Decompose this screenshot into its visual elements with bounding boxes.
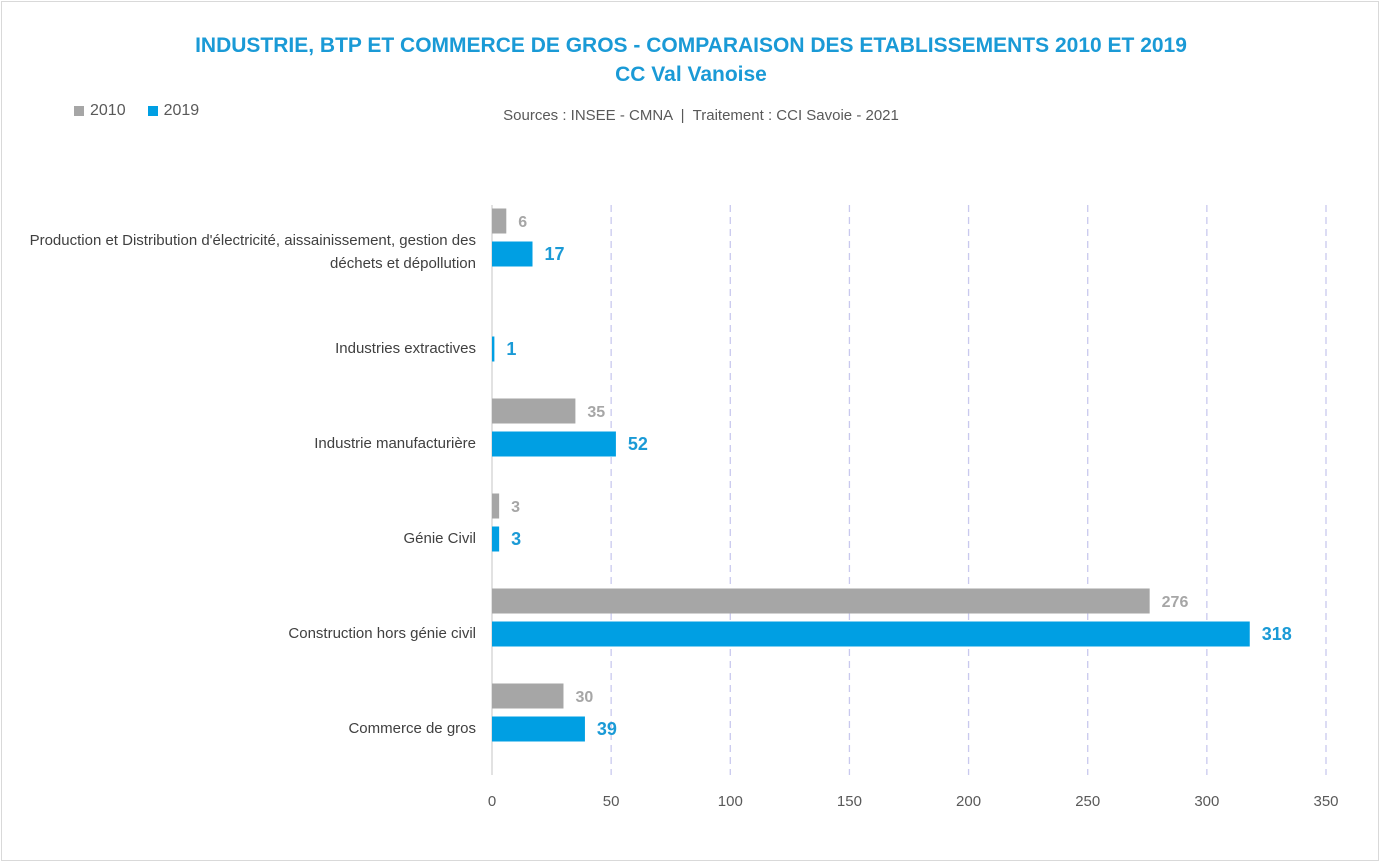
bar-2019 — [492, 716, 585, 742]
bar-2010 — [492, 398, 576, 424]
bar-2010 — [492, 588, 1150, 614]
legend-label-2010: 2010 — [90, 102, 126, 119]
bar-2010 — [492, 683, 564, 709]
data-label-2010: 3 — [511, 499, 520, 516]
legend-item-2010: 2010 — [74, 102, 126, 120]
legend: 2010 2019 — [74, 102, 199, 120]
x-tick-label: 250 — [1075, 793, 1100, 810]
legend-swatch-2019 — [147, 106, 158, 116]
data-label-2010: 30 — [575, 689, 593, 706]
bar-2019 — [492, 431, 616, 457]
x-tick-label: 300 — [1194, 793, 1219, 810]
data-label-2010: 276 — [1162, 594, 1189, 611]
data-label-2019: 17 — [545, 244, 565, 264]
data-label-2019: 318 — [1262, 624, 1292, 644]
legend-swatch-2010 — [74, 106, 84, 116]
data-label-2019: 52 — [628, 434, 648, 454]
category-label: Production et Distribution d'électricité… — [29, 232, 476, 272]
chart-title: INDUSTRIE, BTP ET COMMERCE DE GROS - COM… — [195, 34, 1187, 57]
x-tick-label: 100 — [718, 793, 743, 810]
data-label-2010: 35 — [587, 404, 605, 421]
bar-2010 — [492, 493, 500, 519]
x-tick-label: 50 — [603, 793, 620, 810]
x-tick-label: 200 — [956, 793, 981, 810]
category-label: Industries extractives — [335, 340, 476, 357]
chart-subtitle: CC Val Vanoise — [615, 63, 767, 86]
legend-item-2019: 2019 — [147, 102, 200, 120]
chart-source: Sources : INSEE - CMNA | Traitement : CC… — [503, 107, 899, 124]
data-label-2019: 39 — [597, 719, 617, 739]
x-tick-label: 0 — [488, 793, 496, 810]
legend-label-2019: 2019 — [163, 102, 200, 119]
x-tick-label: 150 — [837, 793, 862, 810]
bar-2019 — [492, 526, 500, 552]
bar-2019 — [492, 336, 495, 362]
category-label: Construction hors génie civil — [288, 625, 476, 642]
bar-2019 — [492, 241, 533, 267]
data-label-2010: 6 — [518, 214, 527, 231]
x-tick-label: 350 — [1313, 793, 1338, 810]
category-label: Commerce de gros — [348, 720, 476, 737]
data-label-2019: 1 — [506, 339, 516, 359]
category-label: Génie Civil — [403, 530, 476, 547]
bar-2019 — [492, 621, 1250, 647]
data-label-2019: 3 — [511, 529, 521, 549]
category-label: Industrie manufacturière — [314, 435, 476, 452]
bar-2010 — [492, 208, 507, 234]
